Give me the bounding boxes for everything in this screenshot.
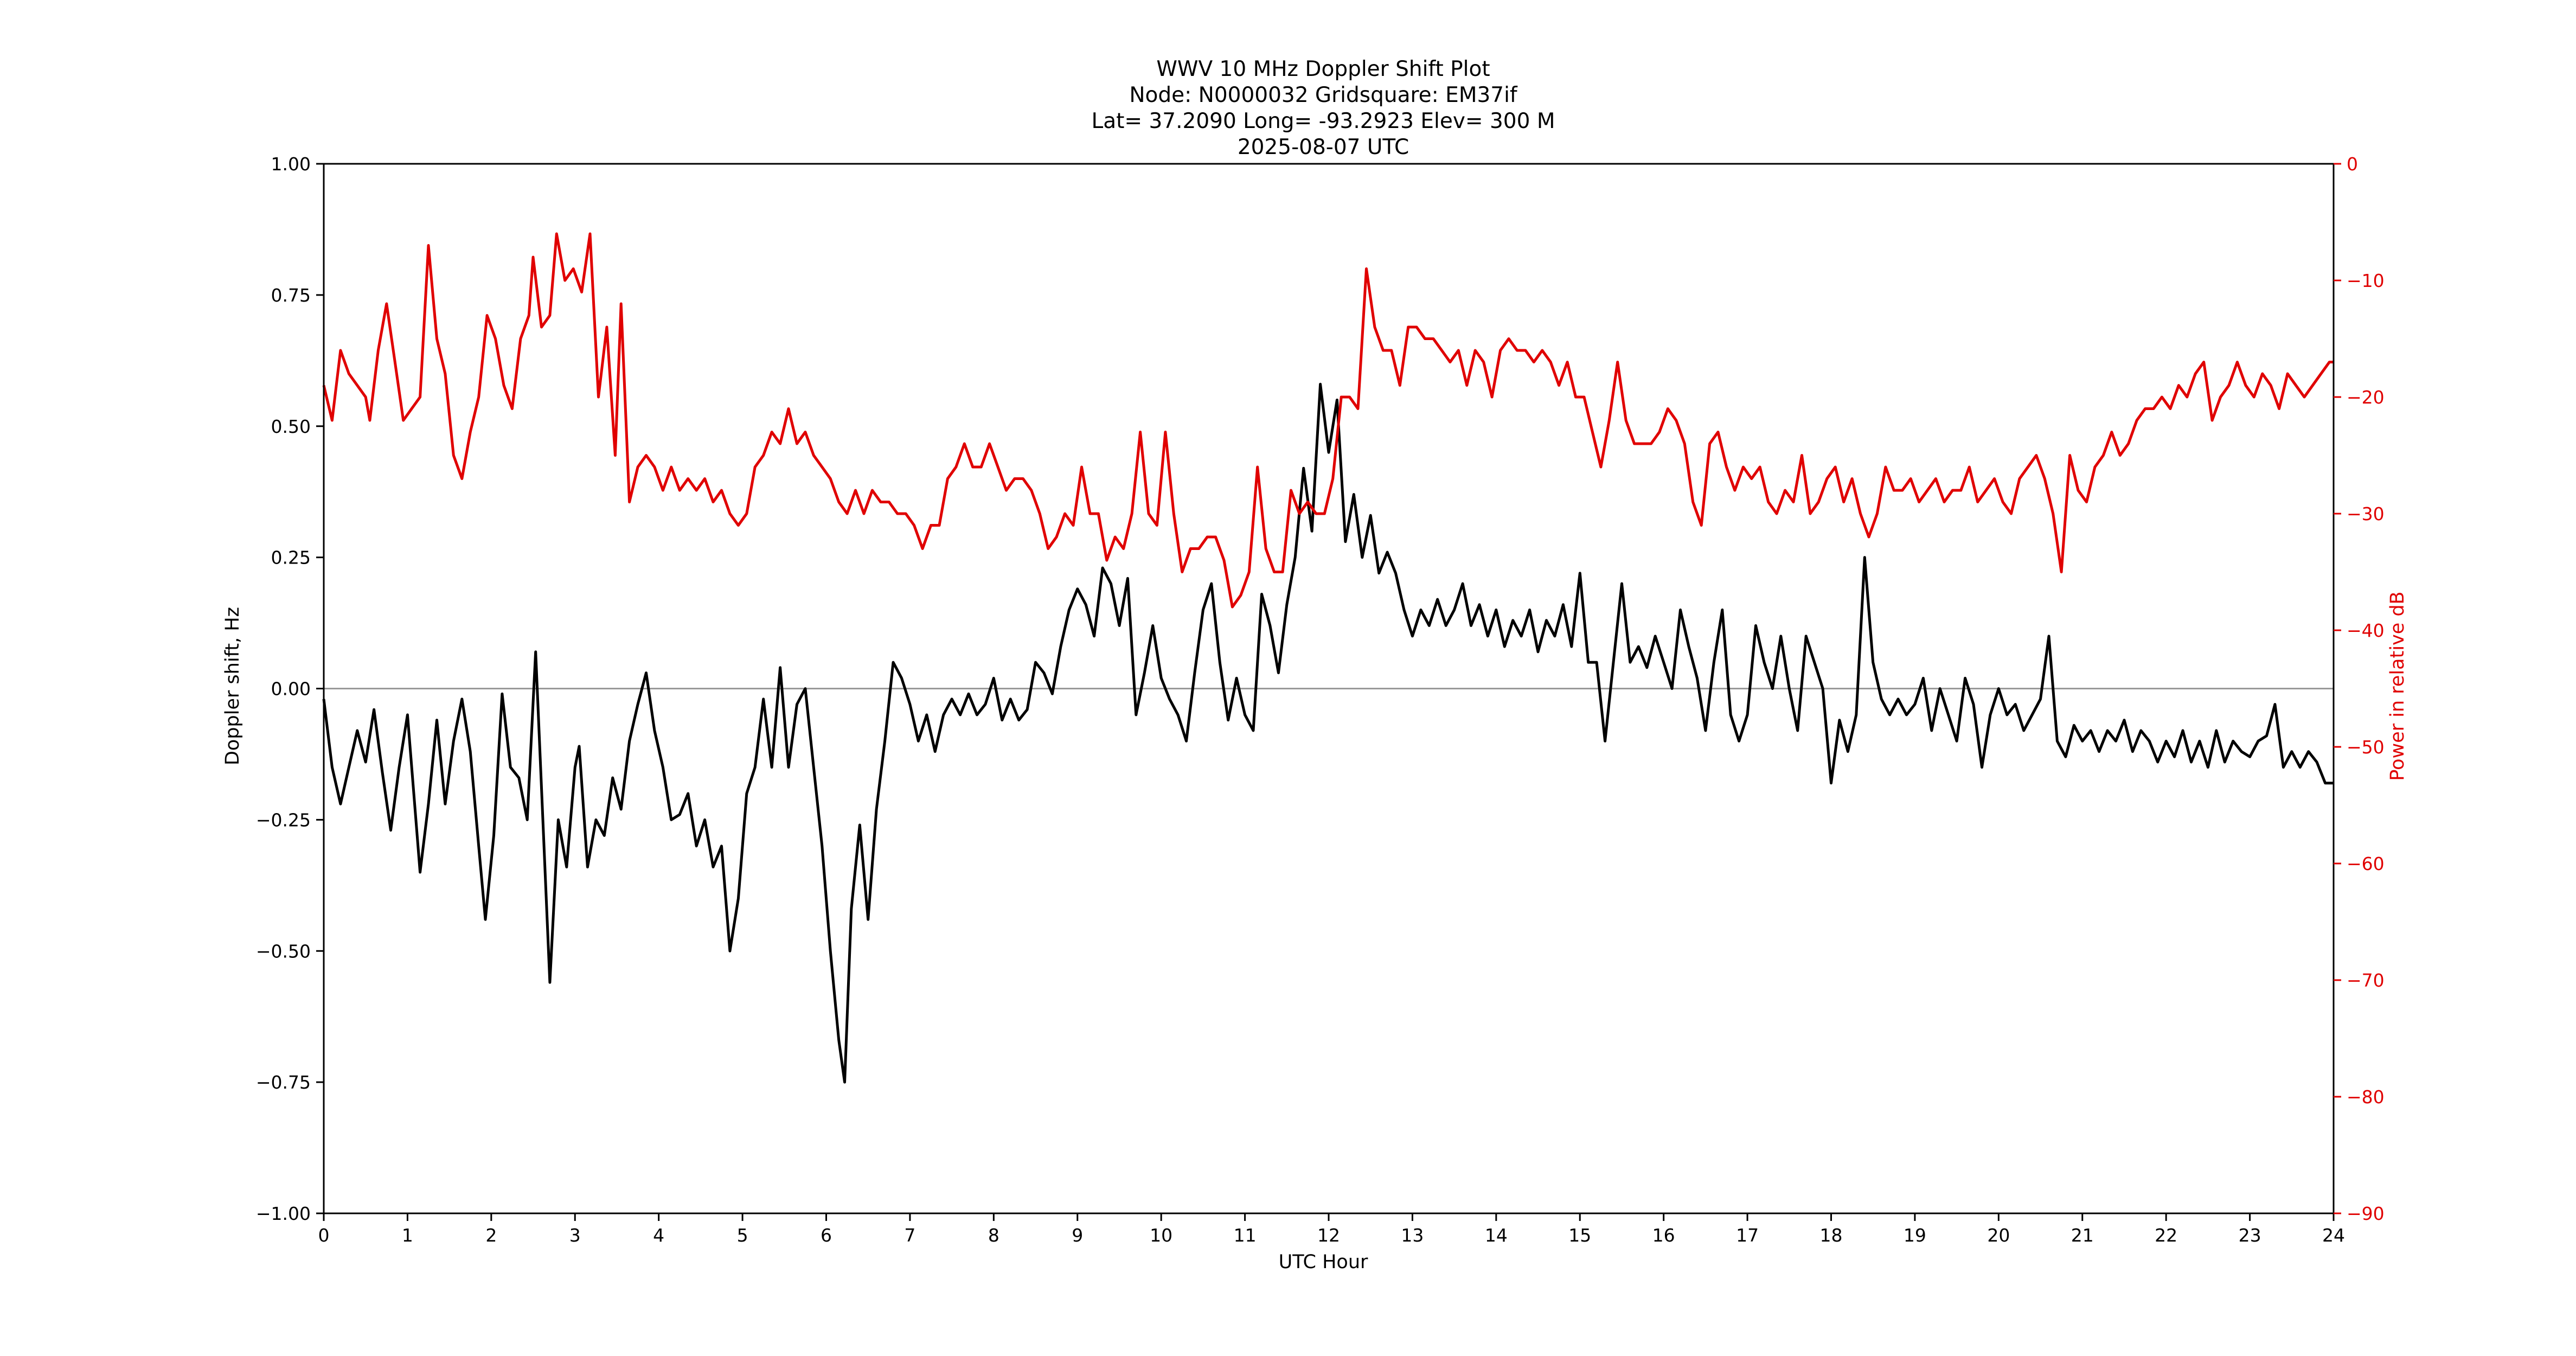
x-tick-label: 8 (988, 1225, 999, 1246)
x-tick-label: 5 (737, 1225, 748, 1246)
x-tick-label: 1 (402, 1225, 413, 1246)
x-axis: 0 1 2 3 4 5 6 7 8 9 10 11 12 13 14 15 16 17 18 19 20 21 22 23 24 (318, 1213, 2345, 1246)
y-right-tick-label: −90 (2347, 1203, 2385, 1224)
x-tick-label: 22 (2155, 1225, 2177, 1246)
y-left-tick-label: 0.25 (271, 547, 311, 568)
x-tick-label: 6 (821, 1225, 832, 1246)
y-axis-left-label: Doppler shift, Hz (222, 607, 243, 765)
x-tick-label: 11 (1234, 1225, 1257, 1246)
y-right-tick-label: −10 (2347, 270, 2385, 291)
x-tick-label: 10 (1150, 1225, 1172, 1246)
x-tick-label: 7 (904, 1225, 915, 1246)
power-series-line (322, 232, 2334, 609)
x-tick-label: 3 (569, 1225, 581, 1246)
title-line-3: Lat= 37.2090 Long= -93.2923 Elev= 300 M (1092, 109, 1555, 133)
y-left-tick-label: −0.50 (256, 941, 311, 962)
chart-title: WWV 10 MHz Doppler Shift Plot Node: N000… (1092, 57, 1555, 159)
x-tick-label: 2 (485, 1225, 497, 1246)
x-tick-label: 23 (2239, 1225, 2261, 1246)
y-left-tick-label: 0.00 (271, 679, 311, 700)
title-line-1: WWV 10 MHz Doppler Shift Plot (1156, 57, 1490, 81)
x-tick-label: 9 (1072, 1225, 1083, 1246)
y-right-tick-label: −80 (2347, 1086, 2385, 1108)
title-line-2: Node: N0000032 Gridsquare: EM37if (1129, 83, 1518, 107)
doppler-series-line (322, 382, 2334, 1084)
x-tick-label: 21 (2071, 1225, 2094, 1246)
y-left-tick-label: −1.00 (256, 1203, 311, 1224)
y-right-tick-label: −70 (2347, 970, 2385, 991)
x-tick-label: 24 (2322, 1225, 2345, 1246)
y-right-tick-label: −40 (2347, 620, 2385, 641)
y-axis-left: 1.00 0.75 0.50 0.25 0.00 −0.25 −0.50 −0.75 −1.00 (256, 153, 324, 1224)
y-left-tick-label: 0.75 (271, 285, 311, 306)
y-axis-right: 0 −10 −20 −30 −40 −50 −60 −70 −80 −90 (2334, 153, 2385, 1224)
y-right-tick-label: −20 (2347, 387, 2385, 408)
y-right-tick-label: −30 (2347, 503, 2385, 525)
x-tick-label: 18 (1820, 1225, 1843, 1246)
x-tick-label: 20 (1987, 1225, 2010, 1246)
x-tick-label: 12 (1317, 1225, 1340, 1246)
series-layer (322, 232, 2334, 1084)
y-left-tick-label: 0.50 (271, 416, 311, 437)
y-left-tick-label: −0.25 (256, 809, 311, 830)
title-line-4: 2025-08-07 UTC (1238, 135, 1409, 159)
x-tick-label: 0 (318, 1225, 330, 1246)
x-tick-label: 14 (1485, 1225, 1508, 1246)
y-right-tick-label: −60 (2347, 853, 2385, 874)
y-right-tick-label: −50 (2347, 737, 2385, 758)
x-tick-label: 4 (653, 1225, 664, 1246)
x-axis-label: UTC Hour (1279, 1251, 1368, 1273)
x-tick-label: 16 (1652, 1225, 1675, 1246)
x-tick-label: 15 (1568, 1225, 1591, 1246)
y-right-tick-label: 0 (2347, 153, 2358, 175)
x-tick-label: 13 (1401, 1225, 1424, 1246)
y-left-tick-label: −0.75 (256, 1072, 311, 1093)
x-tick-label: 19 (1904, 1225, 1926, 1246)
x-tick-label: 17 (1736, 1225, 1759, 1246)
y-left-tick-label: 1.00 (271, 153, 311, 175)
y-axis-right-label: Power in relative dB (2387, 591, 2408, 781)
